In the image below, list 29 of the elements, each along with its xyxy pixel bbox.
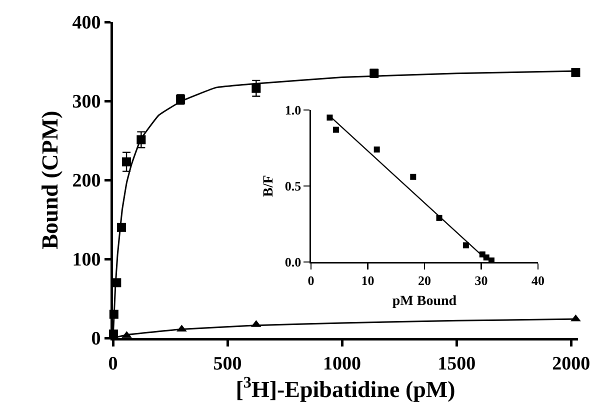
x-tick-label: 2000: [552, 353, 590, 374]
point: [122, 157, 132, 166]
y-tick-label: 300: [72, 92, 101, 113]
x-tick-label: 30: [474, 272, 488, 288]
x-tick-label: 20: [418, 272, 431, 288]
point: [252, 84, 261, 93]
y-tick-label: 400: [72, 12, 101, 34]
y-axis-title: B/F: [262, 175, 277, 197]
point: [374, 146, 380, 153]
x-tick-label: 0: [308, 272, 314, 288]
y-axis-title: Bound (CPM): [37, 110, 62, 250]
y-tick-label: 0: [91, 328, 101, 350]
x-tick-label: 1000: [323, 353, 362, 374]
x-tick-label: 40: [532, 272, 544, 288]
x-axis-title: [$^{3}$H]-Epibatidine (pM): [236, 374, 456, 402]
x-axis-title: pM Bound: [392, 294, 457, 310]
y-tick-label: 100: [72, 250, 101, 271]
point: [571, 68, 580, 78]
y-tick-label: 200: [72, 170, 101, 192]
y-tick-label: 0.0: [284, 254, 302, 270]
x-tick-label: 10: [361, 272, 374, 288]
point: [410, 174, 416, 180]
y-tick-label: 0.5: [284, 178, 302, 194]
x-tick-label: 0: [108, 353, 118, 374]
y-tick-label: 1.0: [284, 102, 302, 118]
point: [462, 242, 469, 248]
x-tick-label: 500: [213, 353, 242, 374]
point: [332, 126, 339, 133]
x-tick-label: 1500: [438, 353, 476, 374]
